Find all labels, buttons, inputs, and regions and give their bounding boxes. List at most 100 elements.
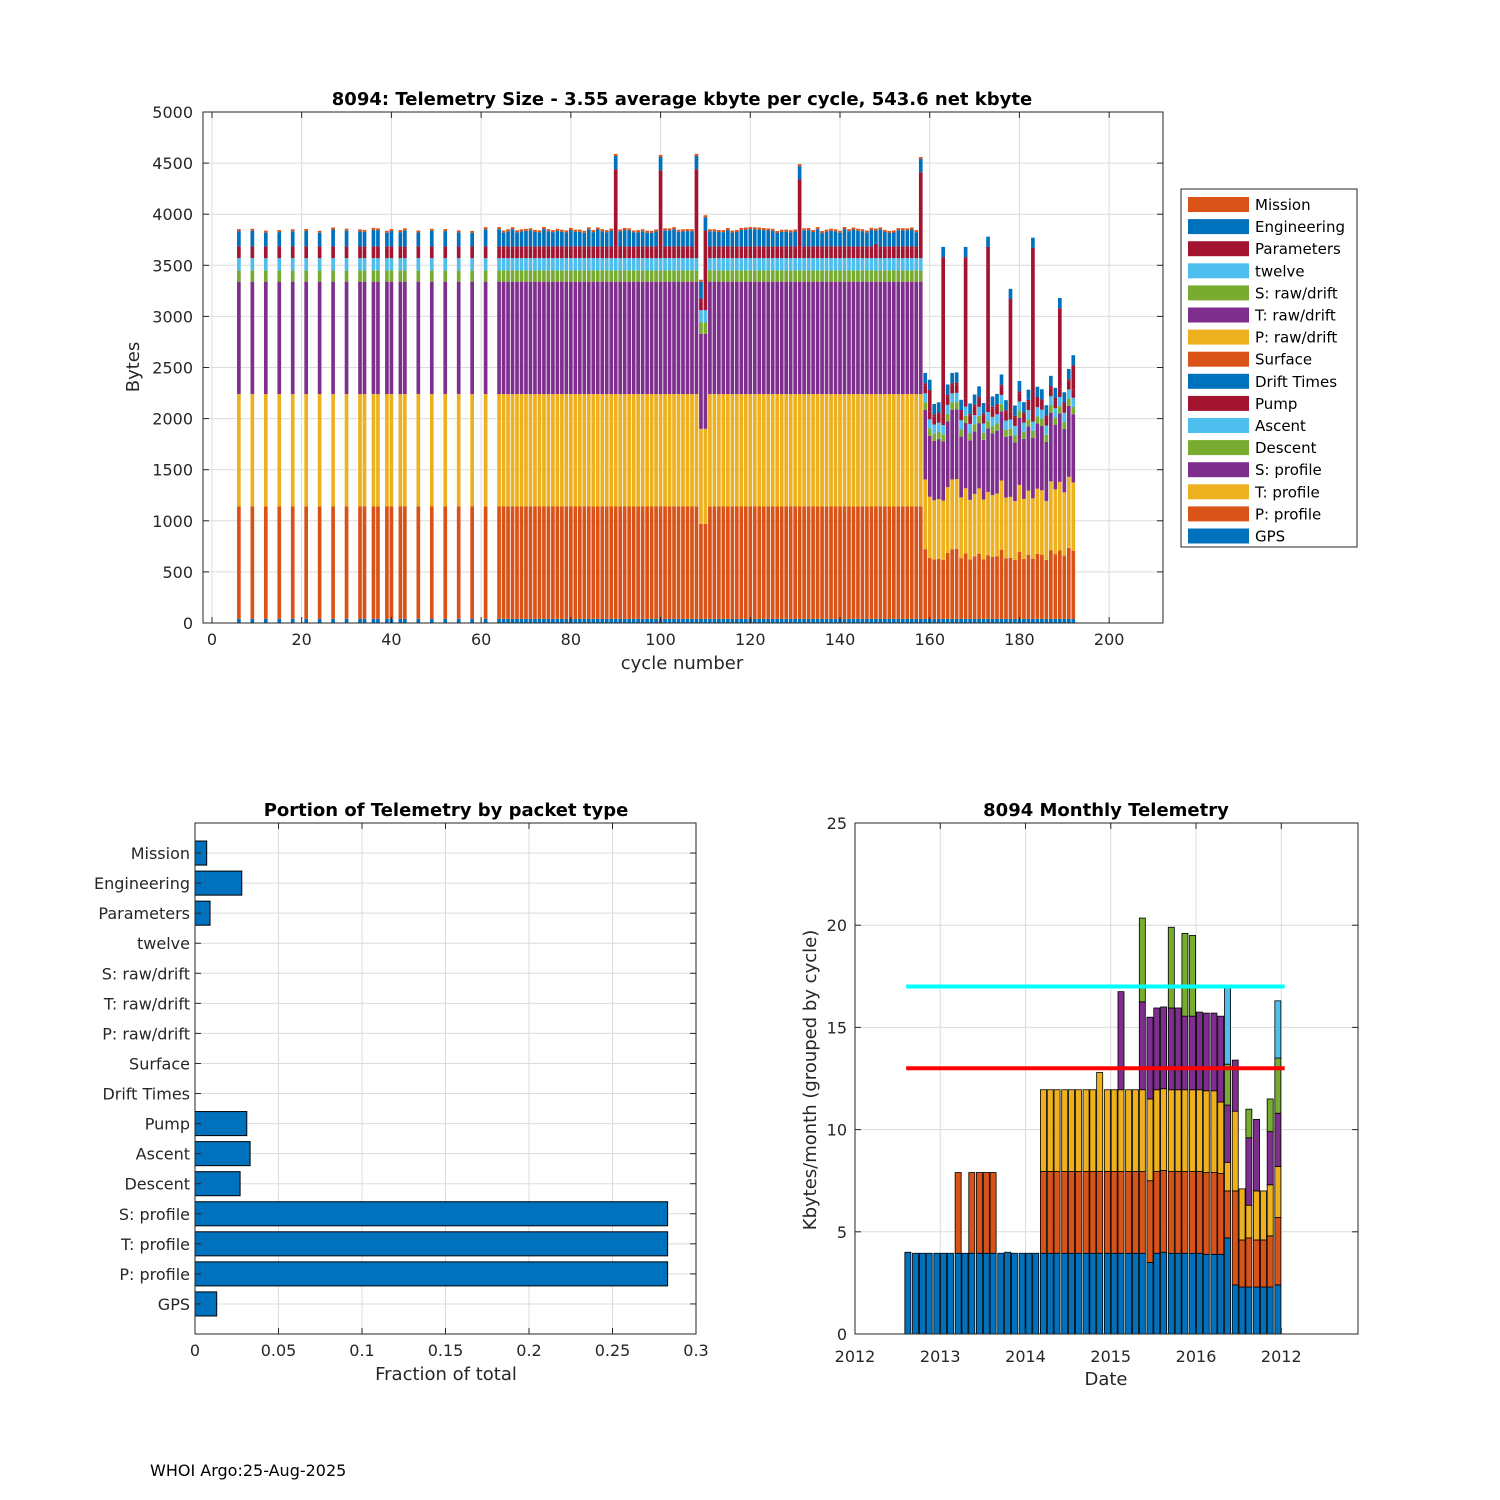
bar-segment-gps xyxy=(429,618,434,623)
bar-segment-gps xyxy=(959,618,963,623)
bar-segment-parameters xyxy=(909,246,914,249)
monthly-bar-segment xyxy=(1189,935,1197,1017)
monthly-bar-segment xyxy=(1202,1090,1210,1173)
bar-segment-descent xyxy=(856,270,860,282)
bar-segment-p-profile xyxy=(389,506,394,619)
bar-segment-p-profile xyxy=(932,559,937,619)
bar-segment-pump xyxy=(968,415,972,424)
bar-segment-gps xyxy=(672,618,676,623)
bar-segment-p-profile xyxy=(1031,558,1035,619)
bar-segment-s-profile xyxy=(569,281,573,395)
bar-segment-descent xyxy=(542,270,546,282)
bar-segment-gps xyxy=(371,618,376,623)
bar-segment-s-profile xyxy=(519,281,524,395)
bar-segment-parameters xyxy=(1044,415,1049,418)
x-axis-label: Fraction of total xyxy=(375,1364,517,1385)
bar-segment-s-profile xyxy=(358,281,362,395)
bar-segment-s-profile xyxy=(573,281,578,395)
bar-segment-ascent xyxy=(775,258,780,271)
bar-segment-parameters xyxy=(730,246,735,249)
bar-segment-t-profile xyxy=(681,394,685,507)
monthly-bar-segment xyxy=(1117,1171,1125,1254)
bar-segment-pump xyxy=(761,248,766,259)
bar-segment-gps xyxy=(941,618,946,623)
bar-segment-ascent xyxy=(793,258,797,271)
monthly-bar-segment xyxy=(1103,1089,1111,1172)
bar-segment-p-profile xyxy=(627,506,632,619)
y-tick-label: Surface xyxy=(129,1054,190,1073)
bar-segment-t-profile xyxy=(551,394,555,507)
bar-segment-s-profile xyxy=(748,281,753,395)
bar-segment-ascent xyxy=(501,258,506,271)
bar-segment-pump xyxy=(528,248,533,259)
bar-segment-descent xyxy=(918,270,923,282)
bar-segment-gps xyxy=(1022,618,1026,623)
bar-segment-gps xyxy=(788,618,793,623)
bar-segment-descent xyxy=(869,270,874,282)
bar-segment-gps xyxy=(385,618,389,623)
bar-segment-mission xyxy=(528,228,533,231)
bar-segment-ascent xyxy=(582,258,587,271)
bar-segment-mission xyxy=(636,230,640,233)
bar-segment-gps xyxy=(865,618,869,623)
bar-segment-t-profile xyxy=(510,394,515,507)
monthly-bar-segment xyxy=(1138,1171,1146,1254)
bar-segment-t-profile xyxy=(752,394,757,507)
bar-segment-parameters xyxy=(878,246,883,249)
bar-segment-parameters xyxy=(672,246,676,249)
bar-segment-mission xyxy=(869,227,874,230)
bar-segment-ascent xyxy=(649,258,654,271)
bar-segment-t-profile xyxy=(649,394,654,507)
bar-segment-pump xyxy=(1044,417,1049,426)
bar-segment-descent xyxy=(730,270,735,282)
bar-segment-descent xyxy=(797,270,802,282)
bar-segment-descent xyxy=(784,270,789,282)
bar-segment-pump xyxy=(717,248,721,259)
y-tick-label: P: raw/drift xyxy=(102,1024,190,1043)
bar-segment-parameters xyxy=(694,169,699,249)
bar-segment-s-profile xyxy=(860,281,865,395)
monthly-bar-segment xyxy=(1160,1006,1168,1090)
bar-segment-gps xyxy=(1049,618,1053,623)
y-tick-label: 15 xyxy=(827,1018,847,1037)
bar-segment-t-profile xyxy=(515,394,519,507)
bar-segment-t-profile xyxy=(470,394,474,507)
bar-segment-pump xyxy=(591,248,596,259)
bar-segment-ascent xyxy=(874,258,878,271)
bar-segment-s-profile xyxy=(429,281,434,395)
bar-segment-s-profile xyxy=(649,281,654,395)
bar-segment-mission xyxy=(304,228,309,232)
bar-segment-t-profile xyxy=(524,394,528,507)
telemetry-size-chart: 0 20 40 60 80 100 120 140 160 180 2000500100015002… xyxy=(123,89,1358,674)
bar-segment-p-profile xyxy=(649,506,654,619)
bar-segment-engineering xyxy=(649,232,654,247)
bar-segment-gps xyxy=(237,618,241,623)
bar-segment-descent xyxy=(564,270,569,282)
monthly-bar-segment xyxy=(982,1172,990,1254)
bar-segment-mission xyxy=(900,228,905,231)
bar-segment-s-profile xyxy=(941,441,946,501)
bar-segment-ascent xyxy=(672,258,676,271)
bar-segment-mission xyxy=(856,228,860,231)
bar-segment-t-profile xyxy=(1031,498,1035,559)
bar-segment-gps xyxy=(609,618,614,623)
bar-segment-descent xyxy=(811,270,815,282)
bar-segment-ascent xyxy=(389,258,394,271)
bar-segment-parameters xyxy=(703,230,708,302)
monthly-bar-segment xyxy=(1046,1089,1054,1172)
bar-segment-mission xyxy=(699,279,703,282)
bar-segment-gps xyxy=(909,618,914,623)
bar-segment-engineering xyxy=(1057,298,1062,309)
bar-segment-s-profile xyxy=(645,281,649,395)
bar-segment-t-profile xyxy=(856,394,860,507)
bar-segment-mission xyxy=(618,229,623,232)
bar-segment-gps xyxy=(304,618,309,623)
bar-segment-gps xyxy=(721,618,726,623)
bar-segment-engineering xyxy=(663,230,667,247)
bar-segment-t-profile xyxy=(860,394,865,507)
bar-segment-engineering xyxy=(1031,237,1035,248)
bar-segment-pump xyxy=(604,248,609,259)
bar-segment-t-profile xyxy=(600,394,605,507)
bar-segment-mission xyxy=(802,228,806,231)
bar-segment-pump xyxy=(856,248,860,259)
